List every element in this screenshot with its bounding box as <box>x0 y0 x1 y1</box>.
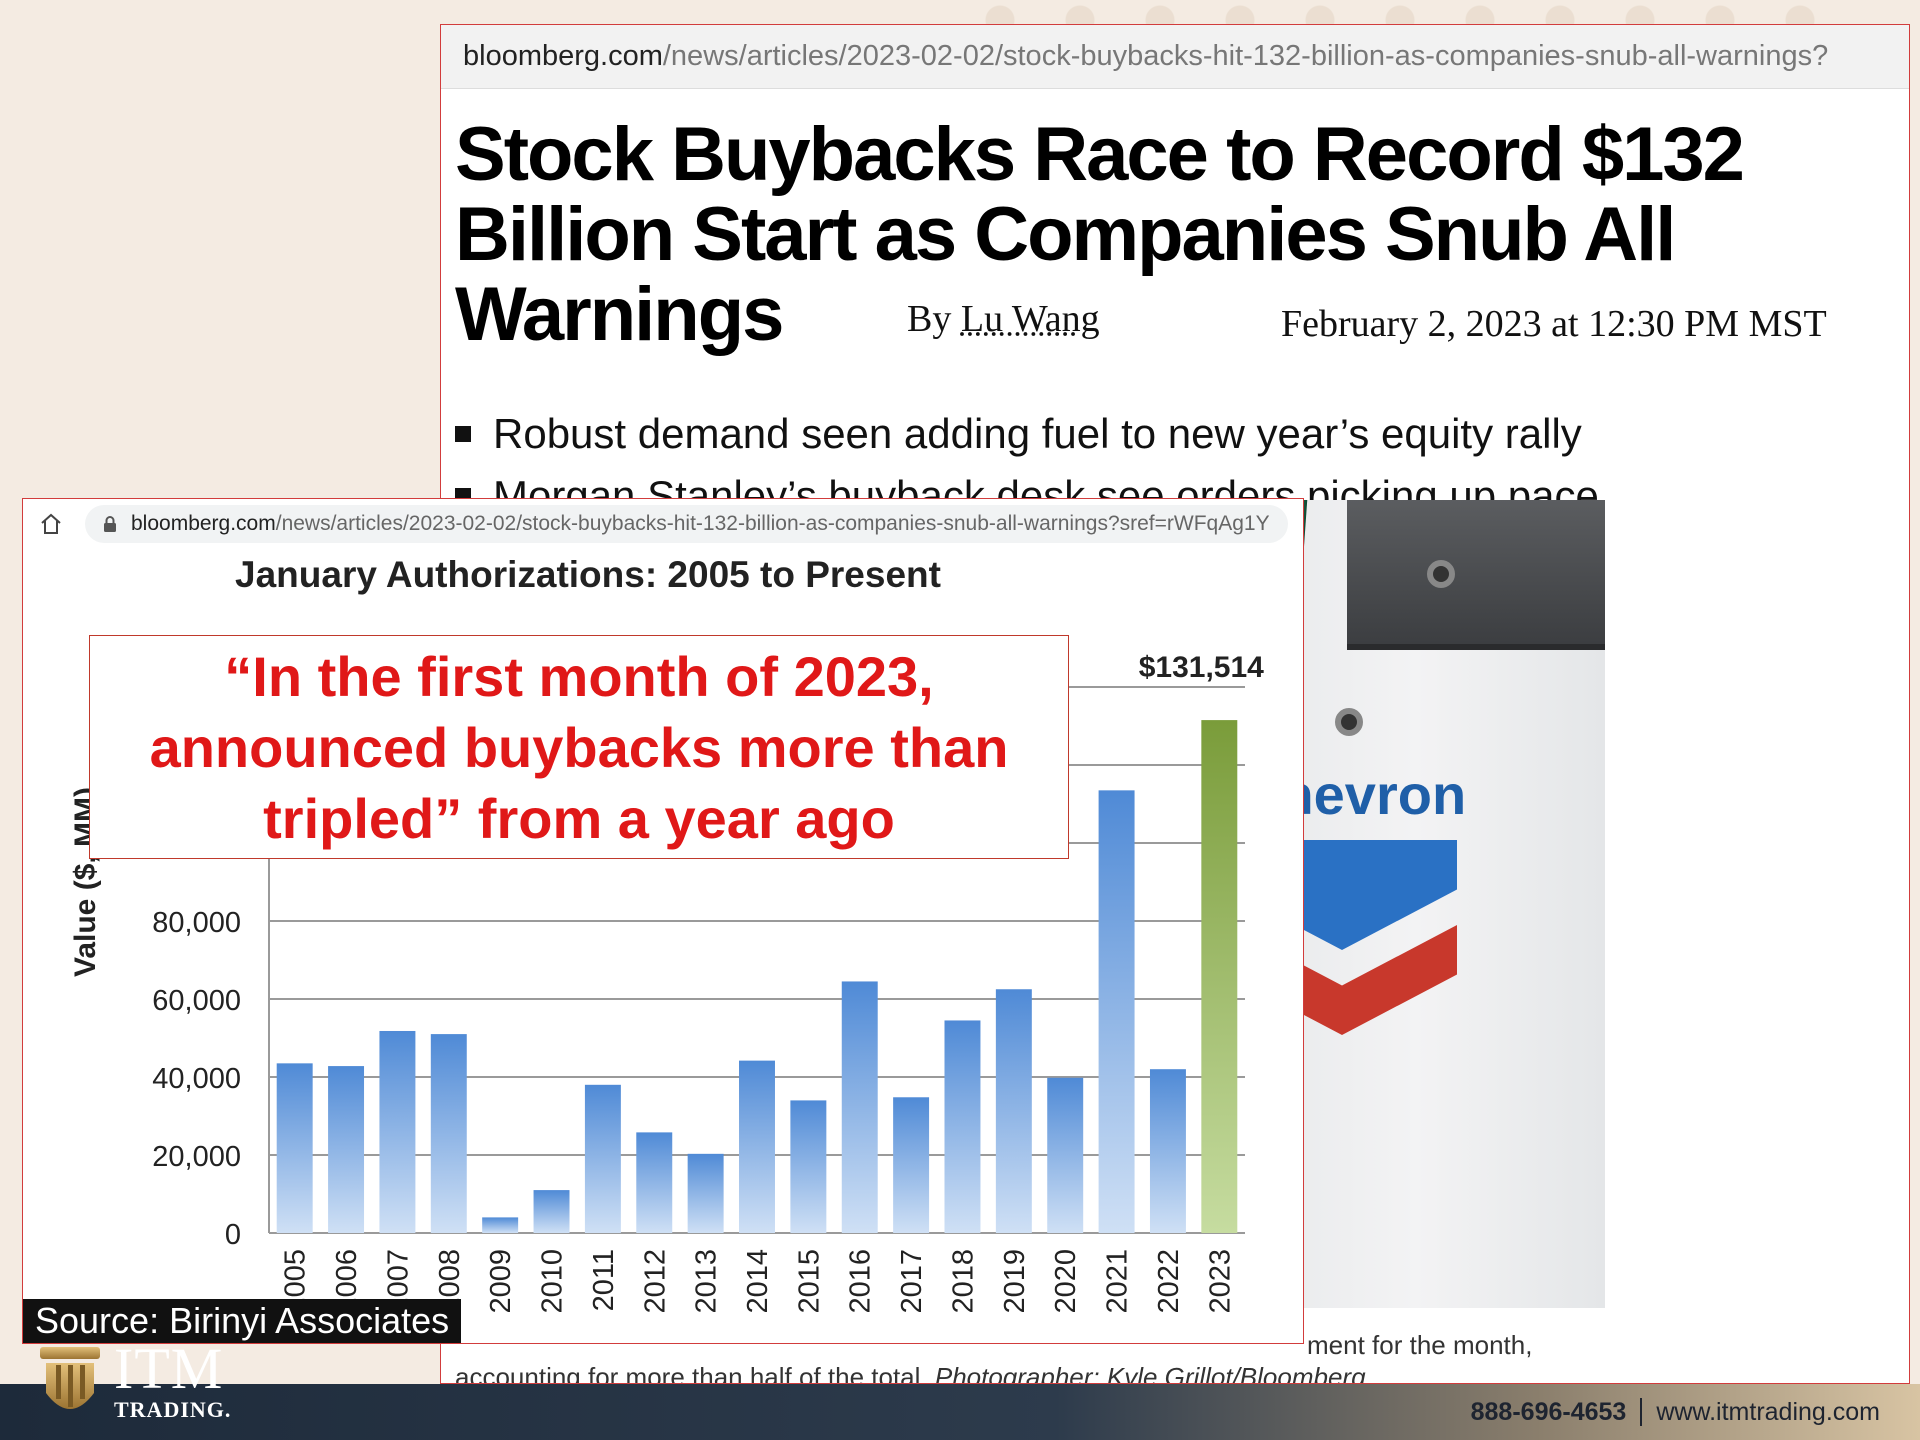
bar-2017 <box>893 1097 930 1233</box>
chart-url-bar[interactable]: bloomberg.com/news/articles/2023-02-02/s… <box>23 499 1303 549</box>
publish-date: February 2, 2023 at 12:30 PM MST <box>1281 303 1827 345</box>
x-tick-label: 2016 <box>845 1249 877 1314</box>
chart-url-pill[interactable]: bloomberg.com/news/articles/2023-02-02/s… <box>85 505 1288 543</box>
x-tick-label: 2023 <box>1204 1249 1236 1314</box>
bar-2022 <box>1149 1069 1186 1233</box>
bolt-icon <box>1335 708 1363 736</box>
chart-url-path: /news/articles/2023-02-02/stock-buybacks… <box>275 512 1270 535</box>
x-tick-label: 2020 <box>1050 1249 1082 1314</box>
bar-2011 <box>584 1084 621 1233</box>
x-tick-label: 2017 <box>896 1249 928 1314</box>
y-tick-labels: 0 20,000 40,000 60,000 80,000 <box>152 907 241 1251</box>
x-tick-label: 2015 <box>793 1249 825 1314</box>
y-tick-label: 0 <box>225 1219 241 1251</box>
bullet-square-icon <box>455 426 471 442</box>
logo-text: ITM TRADING. <box>114 1336 232 1423</box>
x-tick-label: 2011 <box>588 1249 620 1311</box>
photo-caption-line2: accounting for more than half of the tot… <box>455 1362 1366 1384</box>
x-tick-label: 2019 <box>999 1249 1031 1314</box>
pump-panel <box>1347 500 1605 650</box>
phone-number[interactable]: 888-696-4653 <box>1470 1397 1627 1426</box>
bar-2005 <box>276 1063 313 1233</box>
bar-2014 <box>739 1060 775 1233</box>
bar-2008 <box>430 1034 467 1233</box>
bar-2010 <box>533 1190 570 1233</box>
bar-chart: January Authorizations: 2005 to Present … <box>69 554 1264 1314</box>
x-tick-label: 2022 <box>1153 1249 1185 1314</box>
article-url-bar[interactable]: bloomberg.com/news/articles/2023-02-02/s… <box>441 25 1909 89</box>
x-tick-label: 2010 <box>537 1249 569 1314</box>
logo-sub-text: TRADING. <box>114 1397 232 1422</box>
website-link[interactable]: www.itmtrading.com <box>1656 1397 1880 1426</box>
x-tick-label: 2021 <box>1102 1249 1134 1314</box>
photo-credit: Photographer: Kyle Grillot/Bloomberg <box>934 1362 1366 1384</box>
summary-bullet: Robust demand seen adding fuel to new ye… <box>455 403 1599 465</box>
bar-2006 <box>328 1066 365 1233</box>
bar-2021 <box>1098 790 1135 1233</box>
byline: By Lu Wang <box>907 297 1100 341</box>
photo-caption-line1: ment for the month, <box>1307 1330 1533 1360</box>
itm-logo: ITM TRADING. <box>38 1336 232 1425</box>
bar-2020 <box>1047 1077 1084 1233</box>
bar-2019 <box>995 989 1032 1233</box>
home-icon[interactable] <box>39 512 63 536</box>
bar-2016 <box>841 981 878 1233</box>
bar-2009 <box>482 1217 519 1233</box>
lock-icon <box>104 516 116 532</box>
chart-url-domain: bloomberg.com <box>131 512 276 535</box>
y-tick-label: 60,000 <box>152 985 241 1017</box>
x-tick-label: 2014 <box>742 1249 774 1314</box>
logo-main-text: ITM <box>114 1336 224 1401</box>
pull-quote: “In the first month of 2023, announced b… <box>89 635 1069 859</box>
y-tick-label: 80,000 <box>152 907 241 939</box>
footer-bar: 888-696-4653 www.itmtrading.com <box>0 1384 1920 1440</box>
x-tick-label: 2018 <box>947 1249 979 1314</box>
article-headline: Stock Buybacks Race to Record $132 Billi… <box>455 112 1745 357</box>
bar-2012 <box>636 1132 673 1233</box>
bar-2018 <box>944 1020 981 1233</box>
bar-2015 <box>790 1100 827 1233</box>
bolt-icon <box>1427 560 1455 588</box>
chart-title: January Authorizations: 2005 to Present <box>235 554 941 595</box>
y-tick-label: 20,000 <box>152 1141 241 1173</box>
x-tick-label: 2009 <box>485 1249 517 1314</box>
article-url-path: /news/articles/2023-02-02/stock-buybacks… <box>662 40 1829 72</box>
byline-prefix: By <box>907 298 952 340</box>
x-tick-label: 2013 <box>691 1249 723 1314</box>
footer-divider <box>1640 1398 1643 1426</box>
bar-2013 <box>687 1153 724 1233</box>
article-url-domain: bloomberg.com <box>463 40 663 72</box>
author-link[interactable]: Lu Wang <box>960 298 1100 340</box>
column-logo-icon <box>40 1347 100 1409</box>
source-label: Source: Birinyi Associates <box>23 1299 462 1343</box>
bars <box>276 720 1238 1233</box>
chart-screenshot: bloomberg.com/news/articles/2023-02-02/s… <box>22 498 1304 1344</box>
y-tick-label: 40,000 <box>152 1063 241 1095</box>
bar-2023 <box>1201 720 1238 1233</box>
bar-2007 <box>379 1030 416 1233</box>
x-tick-label: 2012 <box>639 1249 671 1314</box>
highlight-data-label: $131,514 <box>1139 651 1264 684</box>
